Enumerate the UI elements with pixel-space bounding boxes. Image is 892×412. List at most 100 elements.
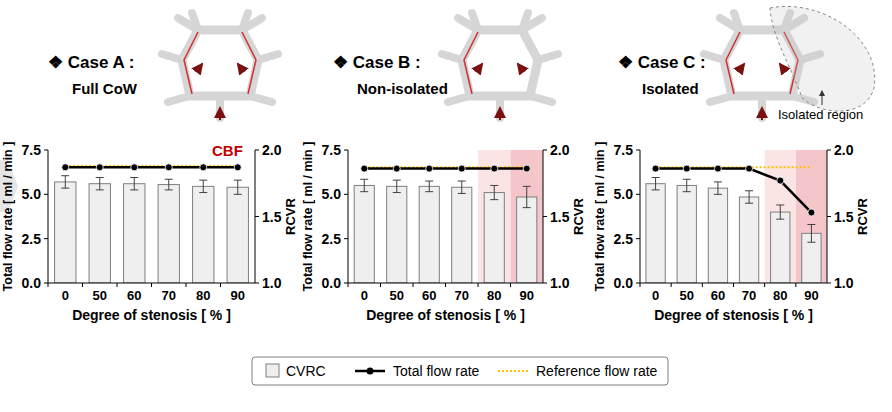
y-tick-label: 0.0 bbox=[614, 275, 634, 291]
error-line bbox=[811, 224, 812, 242]
x-tick bbox=[82, 283, 83, 287]
x-tick-label: 0 bbox=[62, 288, 69, 303]
bar bbox=[484, 193, 504, 283]
cow-branch bbox=[522, 18, 542, 30]
highlight-band bbox=[796, 150, 827, 283]
y-tick-label: 0.0 bbox=[322, 275, 342, 291]
error-cap bbox=[360, 191, 368, 192]
chart-panel: ❖ Case B :Non-isolated0.02.55.07.51.01.5… bbox=[301, 13, 586, 323]
error-cap bbox=[393, 192, 401, 193]
line-marker bbox=[96, 164, 103, 171]
x-tick bbox=[671, 283, 672, 287]
x-tick-label: 70 bbox=[455, 288, 469, 303]
error-line bbox=[429, 181, 430, 192]
line-marker bbox=[523, 165, 530, 172]
x-tick bbox=[445, 283, 446, 287]
error-cap bbox=[714, 181, 722, 182]
error-bar bbox=[714, 182, 722, 194]
line bbox=[656, 169, 812, 213]
error-line bbox=[203, 180, 204, 192]
error-line bbox=[134, 177, 135, 189]
bar bbox=[646, 184, 665, 283]
line-marker bbox=[131, 164, 138, 171]
error-bar bbox=[745, 191, 753, 203]
error-cap bbox=[96, 177, 104, 178]
y-tick bbox=[44, 283, 48, 284]
error-line bbox=[686, 179, 687, 191]
y-tick bbox=[344, 238, 348, 239]
chart-title: ❖ Case C : bbox=[618, 53, 706, 72]
line-marker bbox=[165, 164, 172, 171]
error-bar bbox=[96, 177, 104, 189]
legend-marker bbox=[367, 368, 374, 375]
y2-tick bbox=[827, 216, 831, 217]
plot-area bbox=[55, 164, 249, 283]
error-cap bbox=[745, 203, 753, 204]
error-bar bbox=[360, 179, 368, 191]
y2-tick bbox=[543, 216, 547, 217]
y-tick-label: 5.0 bbox=[322, 186, 342, 202]
legend-label: Total flow rate bbox=[393, 363, 480, 379]
error-cap bbox=[490, 199, 498, 200]
line-marker bbox=[683, 165, 690, 172]
y2-tick-label: 1.5 bbox=[262, 209, 282, 225]
error-cap bbox=[523, 186, 531, 187]
bar bbox=[89, 184, 110, 283]
line-marker bbox=[458, 165, 465, 172]
error-cap bbox=[652, 177, 660, 178]
highlight-band bbox=[511, 150, 544, 283]
bar bbox=[227, 187, 248, 283]
error-cap bbox=[165, 179, 173, 180]
error-bar bbox=[490, 185, 498, 199]
cow-branch bbox=[442, 54, 462, 60]
y-tick-label: 5.0 bbox=[614, 186, 634, 202]
y2-tick-label: 2.0 bbox=[550, 142, 570, 158]
y2-axis-label: RCVR bbox=[855, 197, 870, 234]
bar bbox=[739, 197, 758, 283]
error-bar bbox=[683, 179, 691, 191]
y-axis-label: Total flow rate [ ml / min ] bbox=[593, 142, 607, 292]
y-tick bbox=[344, 150, 348, 151]
x-tick-label: 90 bbox=[804, 288, 818, 303]
cow-arrow bbox=[518, 64, 524, 72]
error-cap bbox=[714, 194, 722, 195]
error-bar bbox=[199, 180, 207, 192]
x-tick-label: 70 bbox=[162, 288, 176, 303]
y-tick-label: 2.5 bbox=[22, 231, 42, 247]
error-line bbox=[65, 176, 66, 188]
error-cap bbox=[458, 193, 466, 194]
y2-tick-label: 2.0 bbox=[834, 142, 854, 158]
legend-box bbox=[252, 357, 668, 385]
error-cap bbox=[745, 190, 753, 191]
error-line bbox=[99, 177, 100, 189]
annotation-arrow bbox=[822, 91, 823, 105]
y-axis-label: Total flow rate [ ml / min ] bbox=[301, 142, 315, 292]
error-line bbox=[364, 179, 365, 191]
x-tick bbox=[640, 283, 641, 287]
cow-branch bbox=[178, 18, 198, 30]
y-tick bbox=[636, 283, 640, 284]
cow-arrow bbox=[780, 64, 786, 72]
x-axis-label: Degree of stenosis [ % ] bbox=[366, 307, 525, 323]
y-tick-label: 7.5 bbox=[322, 142, 342, 158]
line-marker bbox=[361, 165, 368, 172]
cow-flow bbox=[464, 32, 478, 94]
cow-branch bbox=[242, 18, 262, 30]
y2-axis-label: RCVR bbox=[571, 197, 586, 234]
x-tick-label: 90 bbox=[231, 288, 245, 303]
bar bbox=[55, 182, 76, 283]
x-axis-label: Degree of stenosis [ % ] bbox=[72, 307, 231, 323]
x-tick bbox=[795, 283, 796, 287]
x-tick-label: 60 bbox=[711, 288, 725, 303]
error-cap bbox=[523, 207, 531, 208]
bar bbox=[124, 184, 145, 283]
cow-branch bbox=[530, 96, 552, 102]
line-marker bbox=[714, 165, 721, 172]
cow-branch bbox=[162, 54, 182, 60]
plot-area bbox=[646, 150, 827, 283]
line-marker bbox=[200, 164, 207, 171]
plot-area bbox=[354, 150, 543, 283]
x-tick-label: 50 bbox=[390, 288, 404, 303]
y2-tick bbox=[827, 283, 831, 284]
error-cap bbox=[130, 177, 138, 178]
